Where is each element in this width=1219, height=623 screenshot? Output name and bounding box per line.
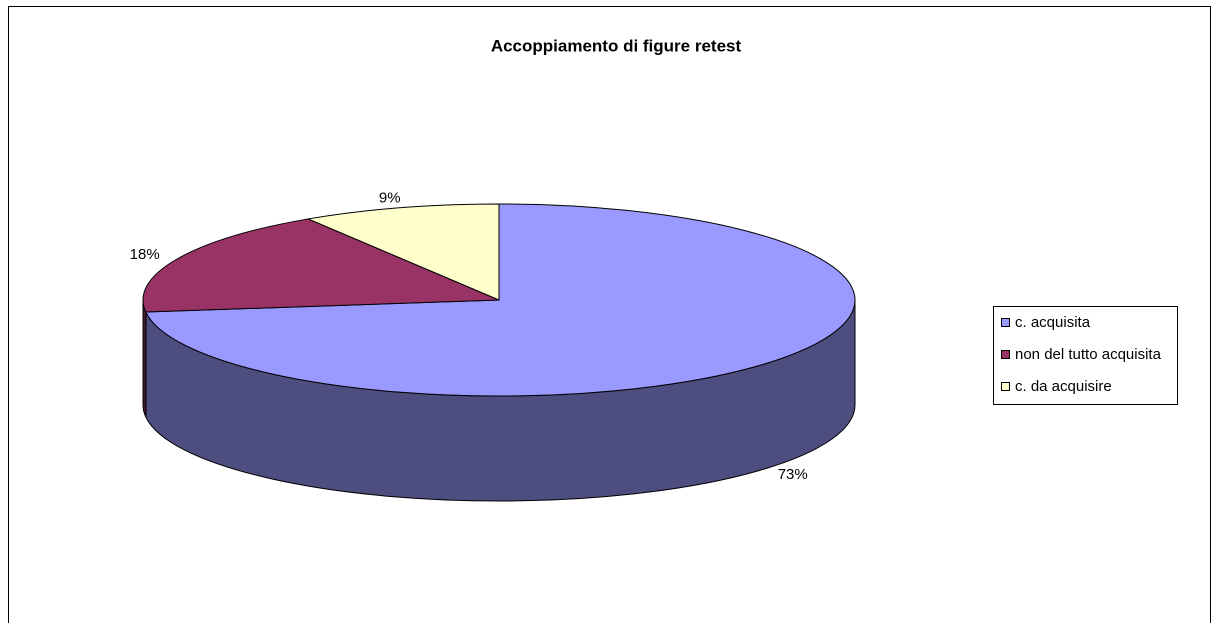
legend-swatch xyxy=(1001,318,1010,327)
legend-box xyxy=(993,306,1178,405)
legend-label: c. acquisita xyxy=(1015,314,1091,331)
legend-label: c. da acquisire xyxy=(1015,378,1112,395)
data-label: 18% xyxy=(130,246,160,263)
data-label: 73% xyxy=(778,466,808,483)
legend-label: non del tutto acquisita xyxy=(1015,346,1162,363)
slice xyxy=(142,218,500,313)
legend-swatch xyxy=(1001,350,1010,359)
slice xyxy=(306,203,500,301)
data-label: 9% xyxy=(379,190,401,207)
slice-side xyxy=(142,299,147,418)
slice xyxy=(145,203,856,397)
legend-swatch xyxy=(1001,382,1010,391)
chart-title: Accoppiamento di figure retest xyxy=(491,36,742,55)
